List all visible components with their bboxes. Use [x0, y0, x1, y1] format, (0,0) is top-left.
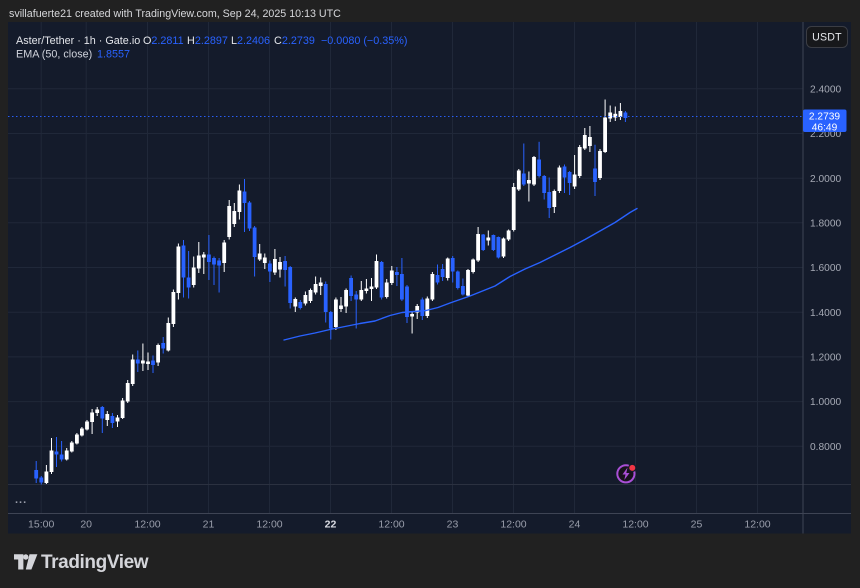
svg-text:12:00: 12:00: [622, 519, 648, 531]
svg-text:12:00: 12:00: [744, 519, 770, 531]
svg-text:svillafuerte21 created with Tr: svillafuerte21 created with TradingView.…: [9, 8, 341, 20]
svg-text:21: 21: [203, 519, 215, 531]
svg-text:12:00: 12:00: [134, 519, 160, 531]
svg-text:12:00: 12:00: [378, 519, 404, 531]
svg-text:1.6000: 1.6000: [810, 263, 841, 274]
svg-text:TradingView: TradingView: [41, 552, 149, 573]
svg-text:12:00: 12:00: [256, 519, 282, 531]
svg-text:1.8000: 1.8000: [810, 218, 841, 229]
svg-text:USDT: USDT: [812, 32, 842, 44]
svg-text:22: 22: [325, 519, 337, 531]
svg-text:15:00: 15:00: [28, 519, 54, 531]
svg-text:2.2739: 2.2739: [809, 111, 840, 122]
svg-text:24: 24: [569, 519, 581, 531]
svg-text:EMA (50, close)1.8557: EMA (50, close) 1.8557: [16, 49, 130, 61]
svg-text:2.0000: 2.0000: [810, 174, 841, 185]
svg-text:...: ...: [15, 494, 27, 506]
svg-text:1.2000: 1.2000: [810, 353, 841, 364]
svg-text:0.8000: 0.8000: [810, 442, 841, 453]
svg-text:20: 20: [80, 519, 92, 531]
svg-text:12:00: 12:00: [500, 519, 526, 531]
svg-text:46:49: 46:49: [812, 123, 838, 134]
svg-text:1.0000: 1.0000: [810, 397, 841, 408]
svg-text:23: 23: [447, 519, 459, 531]
svg-text:25: 25: [691, 519, 703, 531]
svg-text:1.4000: 1.4000: [810, 308, 841, 319]
svg-text:2.4000: 2.4000: [810, 84, 841, 95]
svg-text:2.2000: 2.2000: [810, 129, 841, 140]
